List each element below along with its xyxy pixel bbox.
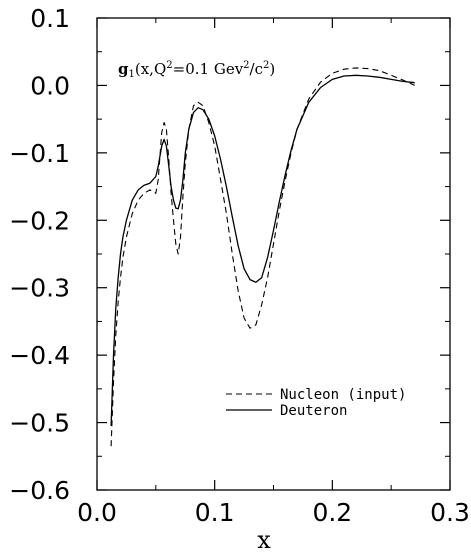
- legend-label-nucleon: Nucleon (input): [280, 387, 406, 403]
- annotation-body-f: 2: [263, 60, 269, 71]
- y-tick-label: 0.1: [30, 4, 70, 33]
- series-line-nucleon: [110, 67, 415, 447]
- x-tick-label: 0.3: [430, 498, 470, 527]
- annotation-body-g: ): [269, 60, 275, 78]
- y-tick-label: −0.4: [9, 341, 70, 370]
- y-tick-label: 0.0: [30, 71, 70, 100]
- legend-label-deuteron: Deuteron: [280, 403, 347, 419]
- y-tick-labels: 0.1 0.0 −0.1 −0.2 −0.3 −0.4 −0.5 −0.6: [9, 4, 70, 505]
- x-tick-label: 0.2: [312, 498, 352, 527]
- series-line-deuteron: [110, 74, 415, 426]
- x-tick-labels: 0.0 0.1 0.2 0.3: [77, 498, 470, 527]
- axis-ticks: [96, 17, 451, 491]
- x-tick-label: 0.1: [195, 498, 235, 527]
- annotation-body-c: =0.1 Gev: [173, 60, 244, 78]
- annotation-body-b: 2: [166, 60, 172, 71]
- y-tick-label: −0.6: [9, 476, 70, 505]
- y-tick-label: −0.1: [9, 139, 70, 168]
- annotation-body-d: 2: [243, 60, 249, 71]
- series-group: [110, 67, 415, 447]
- y-tick-label: −0.5: [9, 409, 70, 438]
- y-tick-label: −0.2: [9, 206, 70, 235]
- x-axis-title: x: [257, 526, 271, 552]
- annotation-prefix: g: [118, 60, 129, 78]
- annotation-subscript: 1: [129, 69, 135, 80]
- plot-frame: [96, 17, 451, 491]
- y-tick-label: −0.3: [9, 274, 70, 303]
- x-tick-label: 0.0: [77, 498, 117, 527]
- plot-annotation: g1(x,Q2=0.1 Gev2/c2): [118, 60, 275, 80]
- legend: Nucleon (input) Deuteron: [226, 387, 406, 419]
- annotation-body-a: (x,Q: [135, 60, 166, 78]
- annotation-body-e: /c: [250, 60, 263, 78]
